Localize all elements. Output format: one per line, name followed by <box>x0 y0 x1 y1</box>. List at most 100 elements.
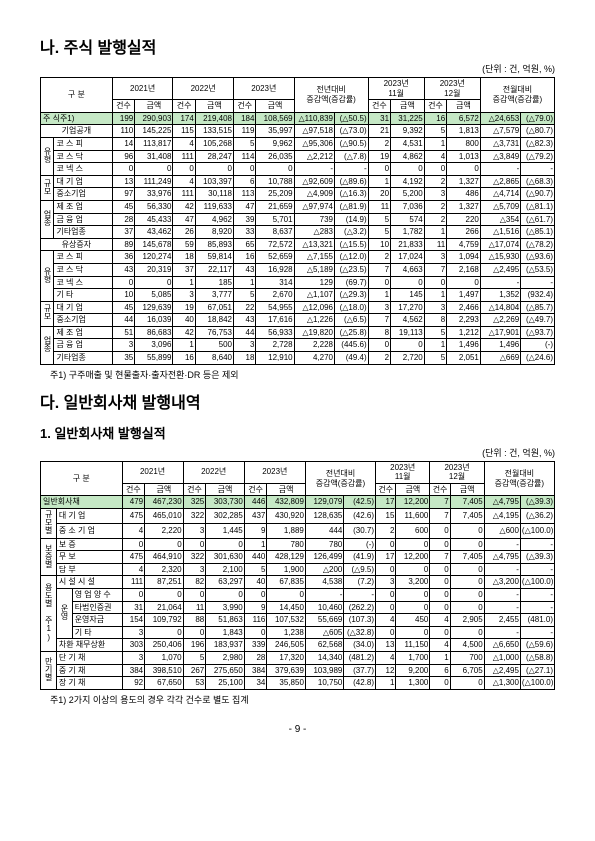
row-label: 기업공개 <box>41 125 113 138</box>
cell: (932.4) <box>521 289 555 302</box>
cell: 3 <box>183 563 206 576</box>
cell: △92,609 <box>294 175 334 188</box>
cell: 314 <box>256 276 294 289</box>
cell: △95,306 <box>294 137 334 150</box>
cell: 5 <box>234 137 256 150</box>
cell: 0 <box>135 163 173 176</box>
cell: 290,903 <box>135 112 173 125</box>
cell: 21,659 <box>256 200 294 213</box>
cell: (△16.3) <box>334 188 368 201</box>
cell: (△29.3) <box>334 289 368 302</box>
cell: 67,051 <box>195 301 233 314</box>
row-label: 코 스 피 <box>54 251 112 264</box>
cell: 14 <box>112 137 134 150</box>
cell: 0 <box>173 163 195 176</box>
cell: 266 <box>447 226 481 239</box>
cell: 1 <box>424 137 446 150</box>
cell: △1,516 <box>480 226 520 239</box>
cell: (△53.5) <box>521 263 555 276</box>
cell: △1,300 <box>484 677 520 690</box>
cell: (7.2) <box>344 576 376 589</box>
cell: 8 <box>424 314 446 327</box>
category-label: 업종 <box>41 326 54 364</box>
cell: 220 <box>447 213 481 226</box>
cell: 1 <box>430 651 450 664</box>
cell: 7 <box>430 551 450 564</box>
cell: 145 <box>391 289 425 302</box>
cell: (△93.6) <box>521 251 555 264</box>
cell: 1,094 <box>447 251 481 264</box>
th-amount: 금액 <box>135 100 173 113</box>
cell: 4 <box>376 614 396 627</box>
cell: 10 <box>368 238 390 251</box>
table-row: 중소기업4416,0394018,8424317,616△1,226(△6.5)… <box>41 314 555 327</box>
cell: 2,670 <box>256 289 294 302</box>
cell: 51,863 <box>206 614 245 627</box>
cell: - <box>484 563 520 576</box>
table-stock-body: 주 식주1)199290,903174219,408184108,569△110… <box>41 112 555 364</box>
cell: 18,842 <box>195 314 233 327</box>
cell: 9 <box>244 523 267 538</box>
row-label: 코 스 피 <box>54 137 112 150</box>
row-label: 유상증자 <box>41 238 113 251</box>
cell: 42 <box>173 200 195 213</box>
cell: (△90.5) <box>334 137 368 150</box>
table-row: 코 스 닥4320,3193722,1174316,928△5,189(△23.… <box>41 263 555 276</box>
cell: △12,096 <box>294 301 334 314</box>
cell: 2,228 <box>294 339 334 352</box>
table-row: 유상증자89145,6785985,8936572,572△13,321(△15… <box>41 238 555 251</box>
cell: 780 <box>305 538 343 551</box>
table-row: 업종제 조 업5186,6834276,7534456,933△19,820(△… <box>41 326 555 339</box>
cell: (14.9) <box>334 213 368 226</box>
cell: 120,274 <box>135 251 173 264</box>
cell: 2,728 <box>256 339 294 352</box>
cell: 111,249 <box>135 175 173 188</box>
cell: 0 <box>430 523 450 538</box>
cell: (△49.7) <box>521 314 555 327</box>
cell: (107.3) <box>344 614 376 627</box>
cell: 43 <box>234 314 256 327</box>
cell: △14,804 <box>480 301 520 314</box>
cell: 384 <box>244 664 267 677</box>
cell: 250,406 <box>145 639 184 652</box>
th-2023: 2023년 <box>244 461 305 483</box>
category-label: 보증별 <box>41 538 57 576</box>
table-row: 기타업종3555,899168,6401812,9104,270(49.4)22… <box>41 352 555 365</box>
th-2022: 2022년 <box>183 461 244 483</box>
cell: (△12.0) <box>334 251 368 264</box>
cell: 800 <box>447 137 481 150</box>
cell: 4,862 <box>391 150 425 163</box>
table-row: 업종제 조 업4556,33042119,6334721,659△97,974(… <box>41 200 555 213</box>
cell: 4,759 <box>447 238 481 251</box>
cell: 5,200 <box>391 188 425 201</box>
cell: 96 <box>112 150 134 163</box>
cell: 13 <box>376 639 396 652</box>
cell: 56,330 <box>135 200 173 213</box>
row-label: 타법인증권 <box>72 601 122 614</box>
cell: 1 <box>173 276 195 289</box>
cell: 5 <box>368 213 390 226</box>
row-label: 중소기업 <box>54 314 112 327</box>
category-label: 규모 <box>41 175 54 200</box>
table-row: 보증별보 증00001780780(-)0000-- <box>41 538 555 551</box>
th-amount: 금액 <box>447 100 481 113</box>
th-count: 건수 <box>430 483 450 496</box>
cell: △2,865 <box>480 175 520 188</box>
cell: 12,200 <box>396 496 430 509</box>
cell: (△100.0) <box>520 576 554 589</box>
cell: 21,064 <box>145 601 184 614</box>
cell: 10 <box>112 289 134 302</box>
cell: 398,510 <box>145 664 184 677</box>
cell: 3,096 <box>135 339 173 352</box>
cell: △5,709 <box>480 200 520 213</box>
cell: 5 <box>368 226 390 239</box>
cell: 5 <box>424 352 446 365</box>
cell: 52,659 <box>256 251 294 264</box>
table-row: 중소기업9733,97611130,11811325,209△4,909(△16… <box>41 188 555 201</box>
cell: 7 <box>424 263 446 276</box>
cell: 0 <box>135 276 173 289</box>
cell: 44 <box>112 314 134 327</box>
cell: - <box>521 276 555 289</box>
cell: (△23.5) <box>334 263 368 276</box>
cell: - <box>520 601 554 614</box>
